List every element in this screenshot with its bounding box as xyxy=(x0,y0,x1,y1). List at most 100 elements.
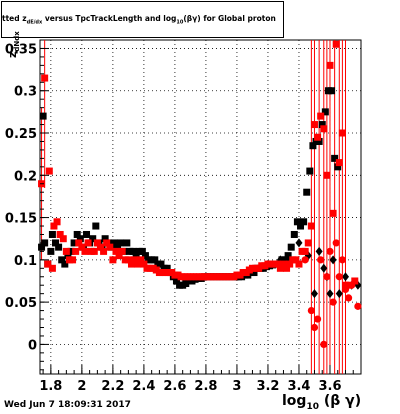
title-sub-2: 10 xyxy=(176,19,184,26)
data-point-red-circle xyxy=(320,340,328,349)
data-point-red-square xyxy=(279,260,287,268)
data-point-black-square xyxy=(287,243,295,251)
data-point-red-square xyxy=(109,256,117,264)
data-point-black-diamond xyxy=(310,289,318,299)
data-point-black-square xyxy=(64,252,72,260)
title-part-2: versus TpcTrackLength and log xyxy=(42,14,177,23)
data-point-red-square xyxy=(127,260,135,268)
data-point-black-square xyxy=(297,222,305,230)
data-point-black-square xyxy=(172,277,180,285)
x-label-post: (β γ) xyxy=(323,393,362,409)
y-tick-label: 0.35 xyxy=(5,42,37,57)
data-point-black-square xyxy=(38,243,46,251)
x-tick-label: 1.8 xyxy=(39,379,62,394)
data-point-red-circle xyxy=(335,273,343,281)
data-point-black-square xyxy=(303,188,311,196)
data-point-red-square xyxy=(112,247,120,255)
data-point-red-square xyxy=(320,125,328,133)
data-point-red-square xyxy=(62,247,70,255)
data-point-red-square xyxy=(301,247,309,255)
data-point-red-square xyxy=(338,129,346,137)
x-tick-label: 3.6 xyxy=(318,379,341,394)
data-point-red-square xyxy=(295,260,303,268)
data-point-red-square xyxy=(72,247,80,255)
data-point-red-square xyxy=(50,222,58,230)
data-point-red-circle xyxy=(344,294,353,302)
y-label-sub: dNdx xyxy=(13,31,22,52)
data-point-black-square xyxy=(309,142,317,150)
data-point-red-square xyxy=(84,239,92,247)
data-point-red-square xyxy=(286,260,294,268)
x-tick-label: 2 xyxy=(77,379,86,394)
data-point-red-square xyxy=(351,277,359,285)
data-point-black-square xyxy=(47,247,55,255)
data-point-red-square xyxy=(93,239,101,247)
data-markers xyxy=(38,40,362,349)
data-point-black-diamond xyxy=(295,238,303,248)
x-label-sub: 10 xyxy=(306,401,319,412)
title-box: tted zdE/dx versus TpcTrackLength and lo… xyxy=(1,1,284,38)
data-point-black-square xyxy=(110,239,118,247)
data-point-black-square xyxy=(284,252,292,260)
data-point-red-circle xyxy=(332,239,340,247)
timestamp: Wed Jun 7 18:09:31 2017 xyxy=(4,400,131,410)
data-point-black-square xyxy=(293,218,301,226)
data-point-red-circle xyxy=(354,302,362,310)
data-point-black-square xyxy=(92,222,100,230)
data-point-red-square xyxy=(56,230,64,238)
x-tick-label: 2.2 xyxy=(101,379,124,394)
data-point-black-square xyxy=(138,247,146,255)
y-tick-label: 0 xyxy=(28,338,37,353)
data-point-red-square xyxy=(140,260,148,268)
data-point-red-square xyxy=(273,260,281,268)
data-point-red-square xyxy=(307,222,315,230)
x-tick-label: 2.6 xyxy=(163,379,186,394)
data-point-black-square xyxy=(290,230,298,238)
plot-frame xyxy=(39,39,362,375)
data-point-black-diamond xyxy=(341,272,349,282)
data-point-black-diamond xyxy=(326,289,334,299)
x-tick-label: 2.8 xyxy=(194,379,217,394)
data-point-red-square xyxy=(283,264,291,272)
grid-lines xyxy=(40,40,361,374)
data-point-black-square xyxy=(76,235,84,243)
data-point-black-square xyxy=(123,239,131,247)
x-axis-label: log10 (β γ) xyxy=(282,393,361,412)
data-point-red-circle xyxy=(313,315,322,323)
data-point-red-circle xyxy=(348,281,356,289)
data-point-black-square xyxy=(141,252,149,260)
y-tick-label: 0.15 xyxy=(5,212,37,227)
data-point-black-square xyxy=(300,218,308,226)
data-point-red-square xyxy=(59,235,67,243)
data-point-red-square xyxy=(310,121,318,129)
data-point-black-square xyxy=(48,230,56,238)
data-point-red-square xyxy=(304,239,312,247)
data-point-black-square xyxy=(315,137,323,145)
data-point-black-square xyxy=(132,252,140,260)
data-point-black-square xyxy=(41,239,49,247)
data-point-black-square xyxy=(58,256,66,264)
data-point-black-square xyxy=(114,243,122,251)
data-point-red-square xyxy=(276,264,284,272)
data-point-red-circle xyxy=(317,256,325,264)
data-point-red-square xyxy=(292,256,300,264)
data-point-black-square xyxy=(67,247,75,255)
y-tick-label: 0.1 xyxy=(14,254,37,269)
data-point-black-square xyxy=(331,154,339,162)
data-point-black-square xyxy=(117,239,125,247)
data-point-black-square xyxy=(151,256,159,264)
data-point-red-square xyxy=(131,256,139,264)
y-tick-label: 0.05 xyxy=(5,296,37,311)
data-point-black-square xyxy=(318,121,326,129)
y-tick-label: 0.2 xyxy=(14,169,37,184)
data-point-black-square xyxy=(89,235,97,243)
data-point-red-square xyxy=(326,61,334,69)
y-label-main: z xyxy=(6,51,19,58)
data-point-black-square xyxy=(101,235,109,243)
data-point-black-diamond xyxy=(329,255,337,265)
data-point-red-circle xyxy=(301,256,309,264)
data-point-red-circle xyxy=(329,298,337,306)
data-point-red-square xyxy=(323,171,331,179)
data-point-red-circle xyxy=(341,285,350,294)
